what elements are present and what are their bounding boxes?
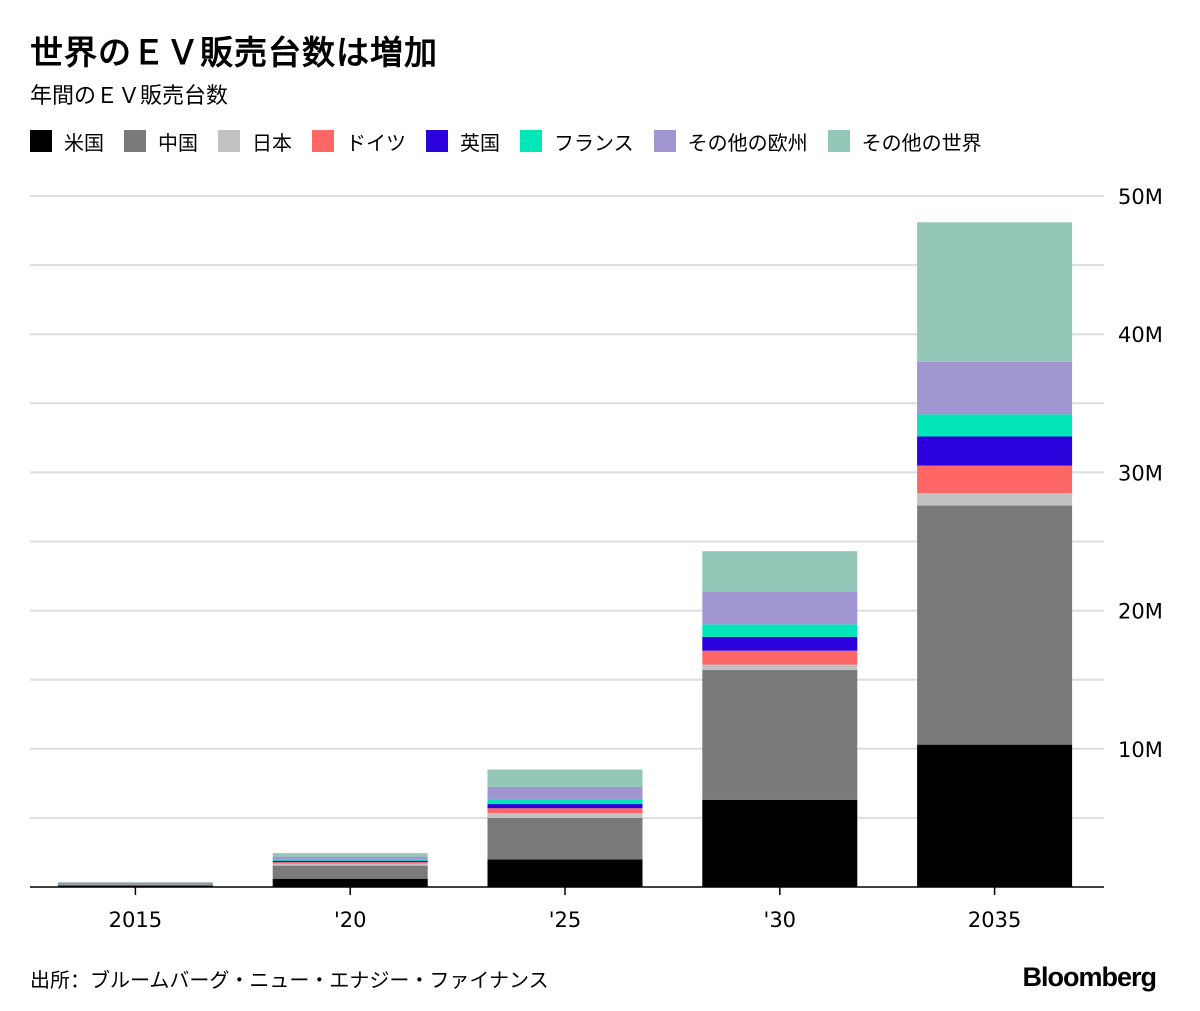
- x-tick-label: 2035: [968, 908, 1021, 932]
- y-tick-label: 50M: [1118, 185, 1163, 209]
- legend-swatch: [653, 130, 676, 152]
- legend-label: フランス: [554, 130, 634, 155]
- legend-item: 米国: [30, 127, 104, 156]
- bar-segment: [487, 813, 643, 818]
- legend-swatch: [30, 130, 52, 152]
- bar-segment: [917, 361, 1073, 415]
- bar-segment: [917, 493, 1073, 506]
- y-tick-label: 40M: [1118, 323, 1163, 347]
- legend-label: 米国: [64, 130, 104, 155]
- chart-title: 世界のＥＶ販売台数は増加: [30, 33, 438, 72]
- y-tick-label: 30M: [1118, 461, 1163, 485]
- bar-segment: [272, 863, 428, 866]
- legend-swatch: [426, 130, 448, 152]
- chart-subtitle: 年間のＥＶ販売台数: [30, 84, 229, 109]
- y-tick-label: 10M: [1118, 738, 1163, 762]
- legend-item: フランス: [520, 127, 634, 156]
- bar-segment: [57, 884, 213, 886]
- bar-segment: [702, 591, 858, 625]
- bar-segment: [272, 859, 428, 861]
- x-tick-label: '30: [764, 908, 797, 932]
- bar-segment: [272, 865, 428, 879]
- legend-item: 中国: [124, 127, 198, 156]
- legend-label: 日本: [252, 130, 292, 155]
- bar-segment: [272, 860, 428, 863]
- legend-label: その他の世界: [861, 130, 982, 155]
- bar-segment: [702, 624, 858, 637]
- legend-label: その他の欧州: [687, 130, 808, 155]
- bar-segment: [272, 853, 428, 857]
- bar-segment: [272, 856, 428, 860]
- legend-swatch: [124, 130, 146, 152]
- legend: 米国 中国 日本 ドイツ 英国 フランス その他の欧州 その他の世界: [30, 126, 1002, 156]
- source-note: 出所：ブルームバーグ・ニュー・エナジー・ファイナンス: [30, 968, 549, 992]
- bar-segment: [917, 465, 1073, 494]
- legend-swatch: [312, 130, 334, 152]
- bar-segment: [57, 882, 213, 884]
- bar-segment: [487, 808, 643, 814]
- legend-item: その他の欧州: [653, 127, 808, 156]
- bar-segment: [487, 786, 643, 800]
- bar-segment: [917, 414, 1073, 437]
- bar-segment: [917, 744, 1073, 887]
- legend-label: ドイツ: [346, 130, 406, 155]
- bar-segment: [702, 670, 858, 800]
- legend-label: 英国: [460, 130, 500, 155]
- legend-item: ドイツ: [312, 127, 406, 156]
- bar-segment: [487, 817, 643, 860]
- bar-segment: [702, 799, 858, 887]
- y-tick-label: 20M: [1118, 600, 1163, 624]
- bloomberg-logo: Bloomberg: [1022, 962, 1157, 992]
- legend-item: 日本: [218, 127, 292, 156]
- x-tick-label: '25: [549, 908, 582, 932]
- bar-segment: [272, 862, 428, 864]
- x-tick-label: 2015: [109, 908, 162, 932]
- bar-segment: [487, 769, 643, 787]
- bar-segment: [702, 551, 858, 592]
- legend-swatch: [520, 130, 542, 152]
- bar-segment: [702, 636, 858, 651]
- bar-segment: [702, 664, 858, 671]
- bar-segment: [487, 799, 643, 805]
- bar-segment: [272, 878, 428, 887]
- bar-segment: [487, 859, 643, 887]
- legend-item: 英国: [426, 127, 500, 156]
- x-tick-label: '20: [334, 908, 367, 932]
- bar-segment: [917, 505, 1073, 745]
- legend-swatch: [827, 130, 850, 152]
- legend-item: その他の世界: [827, 127, 982, 156]
- bar-segment: [917, 436, 1073, 466]
- bar-segment: [702, 650, 858, 665]
- legend-label: 中国: [158, 130, 198, 155]
- bar-segment: [487, 804, 643, 809]
- bar-segment: [917, 222, 1073, 362]
- legend-swatch: [218, 130, 240, 152]
